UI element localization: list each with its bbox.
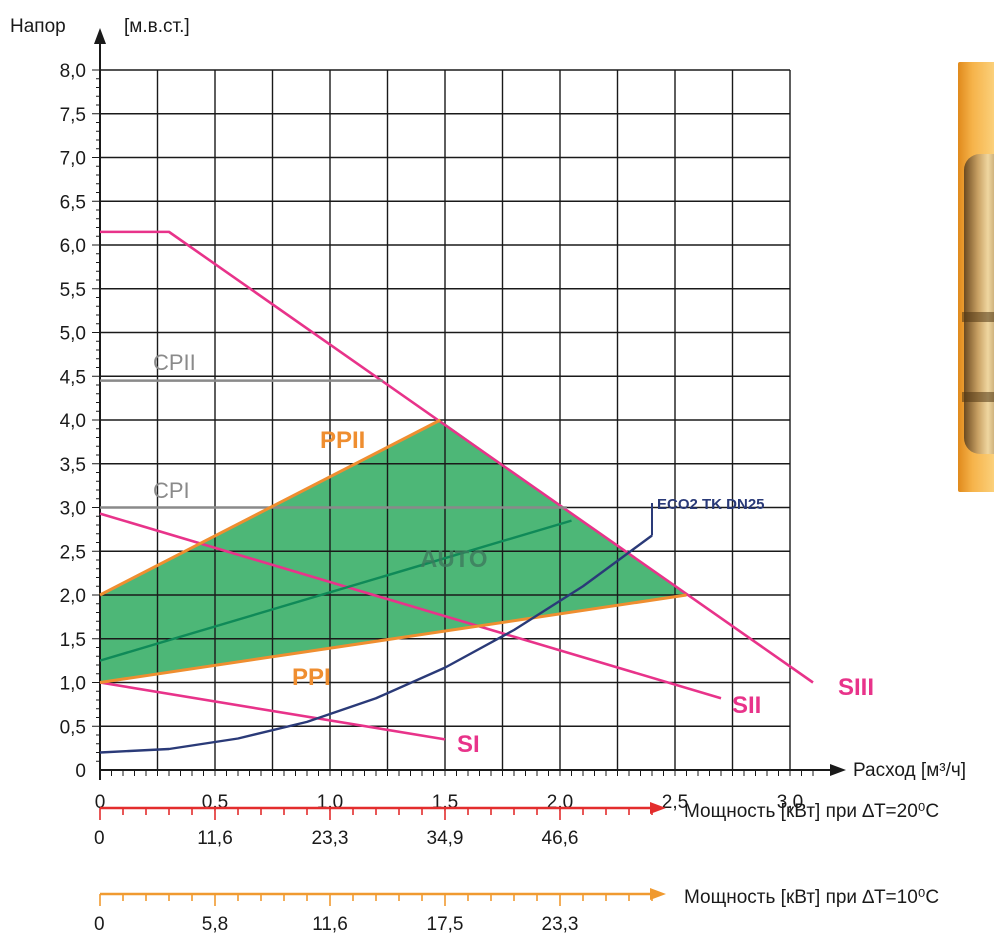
power-axis-20-label: Мощность [кВт] при ∆T=20⁰C [684,801,939,822]
y-tick-label: 7,0 [60,149,86,170]
plot-layer: 0 0,5 1,0 1,5 2,0 2,5 3,0 3,5 4,0 4,5 5,0 5,5 6,0 6,5… [60,28,846,935]
power-tick-label: 11,6 [197,828,233,849]
y-tick-label: 6,5 [60,192,86,213]
series-ppi [99,593,687,684]
y-tick-label: 1,5 [60,630,86,651]
series-siii [100,230,814,684]
power-tick-label: 34,9 [427,828,464,849]
y-tick-label: 7,5 [60,105,86,126]
power-tick-label: 23,3 [312,828,349,849]
power-axis-arrow [650,802,666,814]
x-tick-label: 3,0 [777,792,803,813]
pump-ring [962,392,994,402]
label-ppii: PPII [320,427,365,454]
y-tick-label: 2,0 [60,586,86,607]
y-tick-label: 8,0 [60,61,86,82]
label-eco2: ECO2 TK DN25 [657,496,765,513]
y-tick-label: 0 [75,761,86,782]
y-tick-label: 4,0 [60,411,86,432]
y-axis-title: Напор [10,16,66,37]
y-axis-unit: [м.в.ст.] [124,16,190,37]
label-auto: AUTO [420,546,488,573]
pump-photo [958,62,994,492]
x-axis-title: Расход [м³/ч] [853,760,966,781]
power-axis-10-label: Мощность [кВт] при ∆T=10⁰C [684,887,939,908]
label-cpi: CPI [153,478,190,503]
series-ppii [99,418,442,597]
power-tick-label: 0 [94,914,105,935]
series-eco2-tk-dn25 [99,534,653,754]
label-ppi: PPI [292,664,331,691]
series-auto [99,519,572,662]
x-tick-label: 0 [95,792,106,813]
pump-ring [962,312,994,322]
y-tick-label: 3,5 [60,455,86,476]
label-sii: SII [732,692,761,719]
y-tick-label: 5,0 [60,324,86,345]
power-tick-label: 17,5 [427,914,464,935]
x-tick-label: 2,5 [662,792,688,813]
x-axis-arrow [830,764,846,776]
y-axis-arrow [94,28,106,44]
power-tick-label: 0 [94,828,105,849]
series-sii [99,512,722,700]
power-tick-label: 11,6 [312,914,348,935]
y-tick-label: 5,5 [60,280,86,301]
series-si [99,681,446,741]
y-tick-label: 3,0 [60,499,86,520]
y-tick-label: 2,5 [60,542,86,563]
y-tick-label: 1,0 [60,674,86,695]
power-tick-label: 23,3 [542,914,579,935]
y-tick-label: 4,5 [60,367,86,388]
pump-body-image [964,154,994,454]
y-tick-label: 6,0 [60,236,86,257]
label-si: SI [457,731,480,758]
power-axis-arrow [650,888,666,900]
label-cpii: CPII [153,350,196,375]
label-siii: SIII [838,674,874,701]
power-tick-label: 46,6 [542,828,579,849]
power-tick-label: 5,8 [202,914,228,935]
y-tick-label: 0,5 [60,717,86,738]
